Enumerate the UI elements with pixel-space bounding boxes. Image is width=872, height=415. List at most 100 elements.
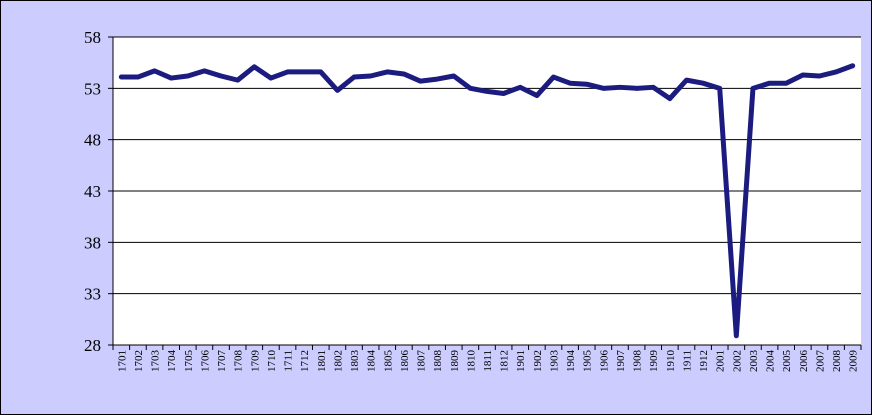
data-point	[601, 86, 605, 90]
y-tick-label: 38	[84, 233, 101, 252]
data-point	[269, 76, 273, 80]
x-tick-label: 1809	[449, 350, 461, 373]
x-tick-label: 2009	[848, 350, 860, 373]
x-tick-label: 2003	[748, 350, 760, 373]
x-tick-label: 1805	[382, 350, 394, 373]
data-point	[551, 75, 555, 79]
x-tick-label: 1901	[515, 350, 527, 372]
data-point	[502, 91, 506, 95]
x-tick-label: 1711	[283, 350, 295, 372]
x-tick-label: 2004	[765, 350, 777, 373]
series-group	[118, 63, 856, 339]
x-tick-label: 1705	[183, 350, 195, 373]
data-point	[419, 79, 423, 83]
data-point	[851, 64, 855, 68]
data-point	[286, 70, 290, 74]
data-point	[485, 89, 489, 93]
y-tick-label: 33	[84, 285, 101, 304]
x-tick-label: 1904	[565, 350, 577, 373]
data-point	[202, 69, 206, 73]
x-tick-label: 2006	[798, 350, 810, 373]
x-tick-label: 2002	[731, 350, 743, 372]
data-point	[319, 70, 323, 74]
data-point	[768, 81, 772, 85]
x-tick-label: 1802	[332, 350, 344, 372]
y-tick-label: 28	[84, 336, 101, 355]
x-tick-label: 1804	[366, 350, 378, 373]
x-tick-label: 1910	[665, 350, 677, 373]
x-tick-label: 1701	[116, 350, 128, 372]
data-point	[435, 77, 439, 81]
data-point	[751, 86, 755, 90]
y-axis: 28 33 38 43 48 53 58	[84, 28, 113, 355]
x-tick-label: 2001	[715, 350, 727, 372]
y-tick-label: 53	[84, 79, 101, 98]
x-tick-label: 1905	[582, 350, 594, 373]
data-point	[668, 97, 672, 101]
data-point	[236, 78, 240, 82]
x-tick-label: 1708	[233, 350, 245, 373]
data-point	[535, 94, 539, 98]
x-tick-label: 1810	[465, 350, 477, 373]
x-tick-label: 2005	[781, 350, 793, 373]
x-tick-label: 1808	[432, 350, 444, 373]
x-tick-label: 1707	[216, 350, 228, 373]
data-point	[136, 75, 140, 79]
gridlines	[113, 36, 861, 295]
data-point	[452, 74, 456, 78]
x-tick-label: 1908	[632, 350, 644, 373]
data-point	[385, 70, 389, 74]
data-point	[618, 85, 622, 89]
x-tick-label: 1903	[548, 350, 560, 373]
data-point	[352, 75, 356, 79]
x-tick-label: 1702	[133, 350, 145, 372]
data-point	[119, 75, 123, 79]
x-tick-label: 1907	[615, 350, 627, 373]
y-tick-label: 58	[84, 28, 101, 47]
x-tick-label: 1706	[199, 350, 211, 373]
x-tick-label: 1807	[416, 350, 428, 373]
x-tick-label: 1704	[166, 350, 178, 373]
y-tick-label: 48	[84, 131, 101, 150]
x-tick-label: 1902	[532, 350, 544, 372]
data-point	[369, 74, 373, 78]
x-axis: 1701 1702 1703 1704 1705 1706 1707 1708 1709 1710…	[112, 345, 862, 373]
data-point	[518, 85, 522, 89]
data-point	[335, 88, 339, 92]
data-point	[252, 65, 256, 69]
data-point	[568, 81, 572, 85]
data-point	[635, 86, 639, 90]
x-tick-label: 1709	[249, 350, 261, 373]
data-point	[817, 74, 821, 78]
data-point	[302, 70, 306, 74]
x-tick-label: 1806	[399, 350, 411, 373]
data-point	[684, 78, 688, 82]
x-tick-label: 2008	[831, 350, 843, 373]
x-tick-label: 1710	[266, 350, 278, 373]
data-point	[734, 334, 738, 338]
x-tick-label: 1712	[299, 350, 311, 372]
data-point	[468, 86, 472, 90]
x-tick-label: 1906	[598, 350, 610, 373]
data-point	[153, 69, 157, 73]
x-tick-label: 1912	[698, 350, 710, 372]
data-point	[651, 85, 655, 89]
y-tick-label: 43	[84, 182, 101, 201]
data-point	[834, 70, 838, 74]
x-tick-label: 2007	[814, 350, 826, 373]
x-tick-label: 1703	[150, 350, 162, 373]
data-point	[402, 72, 406, 76]
data-point	[219, 74, 223, 78]
x-tick-label: 1801	[316, 350, 328, 372]
data-point	[186, 74, 190, 78]
data-point	[701, 81, 705, 85]
data-point	[801, 73, 805, 77]
x-tick-label: 1811	[482, 350, 494, 372]
x-tick-label: 1812	[499, 350, 511, 372]
x-tick-label: 1803	[349, 350, 361, 373]
x-tick-label: 1911	[681, 350, 693, 372]
x-tick-label: 1909	[648, 350, 660, 373]
data-point	[718, 86, 722, 90]
data-point	[585, 82, 589, 86]
